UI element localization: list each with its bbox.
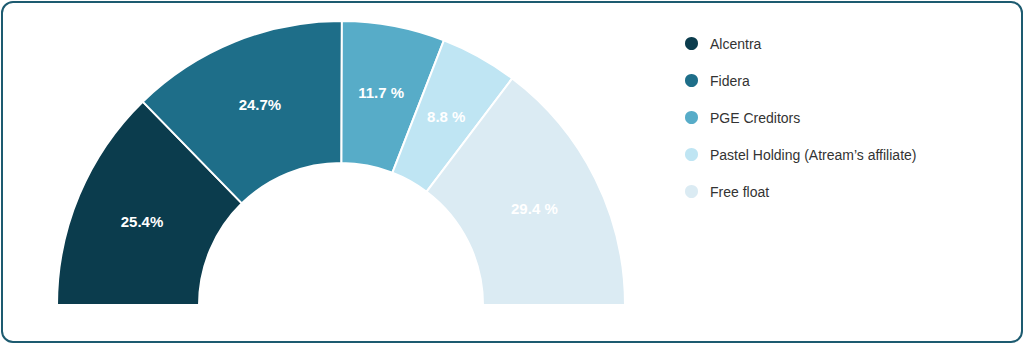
svg-text:Alcentra: Alcentra [710, 36, 762, 52]
svg-text:PGE Creditors: PGE Creditors [710, 110, 800, 126]
svg-text:25.4%: 25.4% [121, 213, 164, 230]
svg-text:Fidera: Fidera [710, 73, 750, 89]
svg-text:8.8 %: 8.8 % [427, 108, 465, 125]
svg-text:24.7%: 24.7% [239, 96, 282, 113]
svg-text:29.4 %: 29.4 % [511, 200, 558, 217]
svg-text:11.7 %: 11.7 % [358, 84, 404, 101]
svg-text:Free float: Free float [710, 184, 769, 200]
svg-text:Pastel Holding (Atream’s affil: Pastel Holding (Atream’s affiliate) [710, 147, 916, 163]
